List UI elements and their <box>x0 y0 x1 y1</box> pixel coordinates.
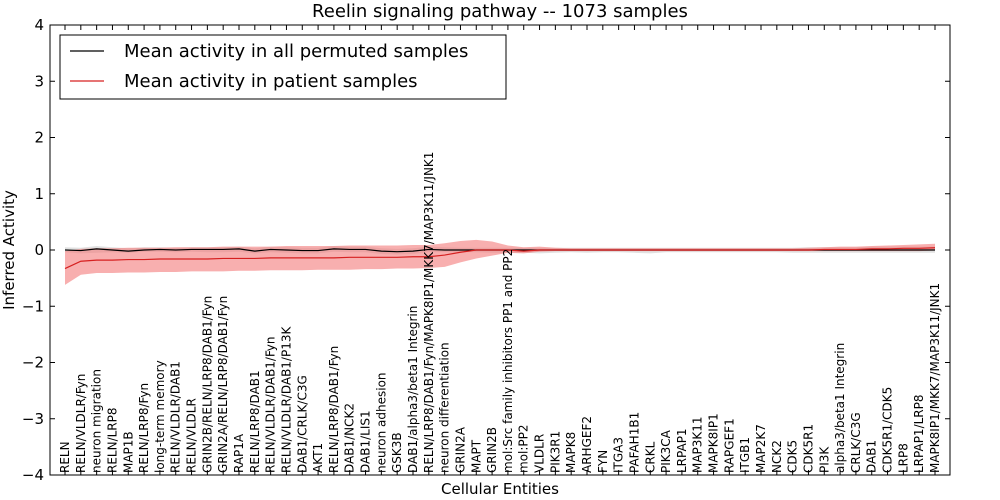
x-tick-label: neuron differentiation <box>438 342 452 473</box>
x-tick-label: PIK3R1 <box>548 431 562 473</box>
x-tick-label: RELN/VLDLR/DAB1 <box>169 361 183 473</box>
x-tick-label: RELN/VLDLR/DAB1/P13K <box>279 326 293 473</box>
x-tick-label: ITGB1 <box>738 437 752 473</box>
x-tick-label: DAB1 <box>865 440 879 473</box>
x-tick-label: GRIN2A/RELN/LRP8/DAB1/Fyn <box>216 296 230 473</box>
x-axis-label: Cellular Entities <box>441 480 559 498</box>
y-tick-label: −3 <box>22 410 44 428</box>
plot-area: −4 −3 −2 −1 0 1 2 3 4 RELN RELN/VLDLR/Fyn neuron mi… <box>22 16 951 484</box>
x-tick-label: alpha3/beta1 Integrin <box>833 343 847 473</box>
x-tick-label: PAFAH1B1 <box>627 412 641 473</box>
legend-label: Mean activity in all permuted samples <box>124 41 468 62</box>
x-tick-label: CDK5R1 <box>801 424 815 473</box>
x-tick-label: FYN <box>596 450 610 473</box>
x-tick-label: MAPK8IP1 <box>707 413 721 473</box>
x-tick-label: MAPK8IP1/MKK7/MAP3K11/JNK1 <box>928 283 942 473</box>
x-tick-label: RELN/VLDLR <box>185 398 199 473</box>
x-tick-label: RAPGEF1 <box>722 418 736 473</box>
x-tick-label: RAP1A <box>232 433 246 473</box>
x-tick-label: LRPAP1 <box>675 428 689 473</box>
patient-mean-line <box>64 247 936 270</box>
x-tick-label: AKT1 <box>311 443 325 473</box>
x-tick-label: RELN <box>58 441 72 473</box>
x-tick-label: RELN/VLDLR/DAB1/Fyn <box>264 337 278 473</box>
x-tick-label: GRIN2B/RELN/LRP8/DAB1/Fyn <box>200 296 214 473</box>
x-tick-label: GRIN2B <box>485 427 499 473</box>
x-tick-label: NCK2 <box>770 440 784 473</box>
x-tick-label: RELN/LRP8/Fyn <box>137 383 151 473</box>
x-tick-label: PI3K <box>817 446 831 473</box>
x-tick-label: RELN/LRP8/DAB1/Fyn/MAPK8IP1/MKK7/MAP3K11… <box>422 152 436 473</box>
x-tick-label: DAB1/LIS1 <box>359 410 373 473</box>
x-tick-label: mol:PP2 <box>517 424 531 473</box>
legend-label: Mean activity in patient samples <box>124 71 418 92</box>
x-tick-label: MAPT <box>469 439 483 473</box>
x-tick-label: DAB1/CRLK/C3G <box>295 375 309 473</box>
x-tick-label: VLDLR <box>533 434 547 473</box>
patient-band <box>65 239 935 285</box>
x-tick-label: MAPK8 <box>564 432 578 473</box>
y-tick-label: 0 <box>34 241 44 259</box>
x-tick-label: GSK3B <box>390 432 404 473</box>
x-tick-label: CDK5R1/CDK5 <box>881 387 895 473</box>
x-tick-label: MAP2K7 <box>754 424 768 473</box>
x-tick-label: ITGA3 <box>612 437 626 473</box>
x-tick-label: DAB1/alpha3/beta1 Integrin <box>406 306 420 473</box>
x-tick-label: LRP8 <box>896 443 910 473</box>
legend-box <box>59 34 507 100</box>
x-tick-label: MAP1B <box>121 431 135 473</box>
y-tick-label: 1 <box>34 185 44 203</box>
y-axis-label: Inferred Activity <box>0 190 18 310</box>
y-tick-label: −1 <box>22 297 44 315</box>
legend: Mean activity in all permuted samples Mea… <box>59 34 507 100</box>
x-tick-label: RELN/LRP8 <box>105 407 119 473</box>
y-tick-label: 4 <box>34 16 44 34</box>
x-tick-label: RELN/LRP8/DAB1/Fyn <box>327 346 341 473</box>
x-tick-label: CDK5 <box>786 440 800 473</box>
x-tick-label: CRKL <box>643 441 657 473</box>
x-tick-label: MAP3K11 <box>691 416 705 473</box>
x-tick-label: ARHGEF2 <box>580 416 594 473</box>
x-tick-label: mol:Src family inhibitors PP1 and PP2 <box>501 249 515 473</box>
x-tick-label: neuron adhesion <box>374 372 388 473</box>
x-tick-label: CRLK/C3G <box>849 412 863 473</box>
x-tick-label: GRIN2A <box>453 426 467 473</box>
x-tick-label: DAB1/NCK2 <box>343 403 357 473</box>
x-tick-label: RELN/LRP8/DAB1 <box>248 370 262 473</box>
x-tick-label: RELN/VLDLR/Fyn <box>74 374 88 473</box>
x-tick-label: LRPAP1/LRP8 <box>912 394 926 473</box>
y-tick-label: 3 <box>34 72 44 90</box>
x-tick-label: long-term memory <box>153 360 167 473</box>
x-tick-label: neuron migration <box>90 369 104 473</box>
chart-title: Reelin signaling pathway -- 1073 samples <box>312 1 688 22</box>
y-tick-label: 2 <box>34 129 44 147</box>
x-tick-label: PIK3CA <box>659 429 673 473</box>
y-tick-label: −2 <box>22 354 44 372</box>
y-tick-label: −4 <box>22 466 44 484</box>
